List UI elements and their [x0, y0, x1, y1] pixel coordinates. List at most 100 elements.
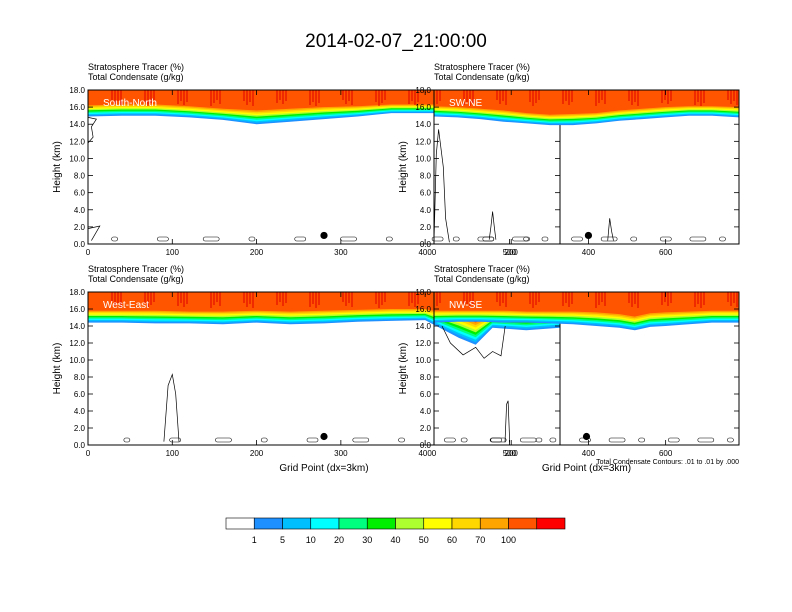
condensate-contour-3: [488, 211, 497, 240]
colorbar-swatch: [451, 517, 481, 530]
x-tick-label: 0: [86, 449, 91, 458]
y-axis-label: Height (km): [52, 343, 63, 395]
colorbar-swatch: [310, 517, 340, 530]
colorbar-label: 50: [419, 535, 429, 545]
panel-subtitle: Stratosphere Tracer (%): [434, 62, 530, 72]
panel-frame: [87, 291, 561, 446]
x-tick-label: 0: [432, 248, 437, 257]
condensate-blob: [260, 437, 268, 443]
condensate-contour-2: [607, 218, 614, 241]
y-tick-label: 8.0: [74, 172, 86, 181]
y-tick-label: 6.0: [420, 189, 432, 198]
colorbar-label: 10: [306, 535, 316, 545]
y-axis-label: Height (km): [398, 343, 409, 395]
colorbar-swatch: [395, 517, 425, 530]
y-tick-label: 8.0: [74, 373, 86, 382]
condensate-blob: [386, 236, 393, 242]
condensate-blob: [482, 236, 495, 242]
y-tick-label: 8.0: [420, 172, 432, 181]
condensate-contour-1: [88, 117, 97, 144]
x-tick-label: 500: [503, 449, 517, 458]
y-tick-label: 6.0: [74, 390, 86, 399]
condensate-blob: [535, 437, 543, 443]
y-tick-label: 4.0: [420, 407, 432, 416]
condensate-blobs: [111, 236, 530, 242]
colorbar-label: 40: [390, 535, 400, 545]
y-tick-label: 16.0: [415, 305, 431, 314]
condensate-blob: [340, 236, 357, 242]
condensate-blob: [444, 437, 456, 443]
colorbar-label: 70: [475, 535, 485, 545]
x-tick-label: 100: [166, 248, 180, 257]
condensate-blob: [490, 437, 503, 443]
y-tick-label: 0.0: [74, 441, 86, 450]
x-tick-label: 200: [250, 449, 264, 458]
y-tick-label: 2.0: [74, 424, 86, 433]
colorbar-swatch: [508, 517, 538, 530]
colorbar-swatch: [338, 517, 368, 530]
x-tick-label: 600: [659, 248, 673, 257]
condensate-contour-2: [88, 225, 101, 241]
y-tick-label: 18.0: [69, 288, 85, 297]
y-tick-label: 0.0: [74, 240, 86, 249]
condensate-blob: [520, 437, 537, 443]
y-axis-label: Height (km): [52, 141, 63, 193]
panel-subtitle: Stratosphere Tracer (%): [434, 264, 530, 274]
colorbar-label: 1: [252, 535, 257, 545]
condensate-blob: [452, 236, 460, 242]
condensate-blob: [523, 236, 530, 242]
panel-label: West-East: [103, 300, 149, 311]
colorbar-swatch: [253, 517, 283, 530]
y-tick-label: 16.0: [69, 103, 85, 112]
condensate-blob: [600, 236, 618, 242]
condensate-blobs: [123, 437, 543, 443]
condensate-contour-2: [441, 325, 506, 359]
x-tick-label: 200: [250, 248, 264, 257]
condensate-blob: [571, 236, 583, 242]
condensate-blob: [689, 236, 707, 242]
x-tick-label: 400: [418, 248, 432, 257]
panel-frame: [433, 291, 740, 446]
tracer-band-10: [434, 292, 739, 317]
y-tick-label: 18.0: [69, 86, 85, 95]
condensate-blob: [431, 236, 444, 242]
condensate-blob: [460, 437, 468, 443]
condensate-blob: [352, 437, 370, 443]
condensate-blob: [477, 236, 495, 242]
panel-2: 0.0 2.0 4.0 6.0 8.0 10.0 12.0 14.0 16.0 18.0 0 200 4…: [398, 62, 740, 257]
panel-4: 0.0 2.0 4.0 6.0 8.0 10.0 12.0 14.0 16.0 18.0 0 200 4…: [398, 264, 740, 474]
panel-label: NW-SE: [449, 300, 482, 311]
condensate-blob: [697, 437, 715, 443]
x-tick-label: 300: [334, 248, 348, 257]
y-tick-label: 16.0: [415, 103, 431, 112]
condensate-blob: [549, 437, 557, 443]
y-tick-label: 12.0: [69, 137, 85, 146]
x-tick-label: 400: [582, 248, 596, 257]
x-tick-label: 0: [432, 449, 437, 458]
y-tick-label: 8.0: [420, 373, 432, 382]
y-axis-label: Height (km): [398, 141, 409, 193]
panel-subtitle: Total Condensate (g/kg): [88, 274, 184, 284]
x-tick-label: 600: [659, 449, 673, 458]
colorbar-swatch: [479, 517, 509, 530]
panel-subtitle: Stratosphere Tracer (%): [88, 264, 184, 274]
condensate-contour-1: [163, 373, 180, 442]
y-tick-label: 10.0: [69, 154, 85, 163]
panel-subtitle: Total Condensate (g/kg): [434, 72, 530, 82]
condensate-blob: [667, 437, 680, 443]
y-tick-label: 0.0: [420, 441, 432, 450]
colorbar-label: 30: [362, 535, 372, 545]
condensate-blob: [630, 236, 638, 242]
location-marker: [320, 231, 328, 240]
y-tick-label: 12.0: [69, 339, 85, 348]
condensate-blob: [638, 437, 645, 443]
colorbar-swatch: [536, 517, 566, 530]
x-tick-label: 500: [503, 248, 517, 257]
panel-label: SW-NE: [449, 98, 482, 109]
y-tick-label: 6.0: [74, 189, 86, 198]
y-tick-label: 18.0: [415, 86, 431, 95]
y-tick-label: 14.0: [415, 322, 431, 331]
panel-subtitle: Total Condensate (g/kg): [434, 274, 530, 284]
condensate-blob: [157, 236, 169, 242]
y-tick-label: 10.0: [415, 356, 431, 365]
